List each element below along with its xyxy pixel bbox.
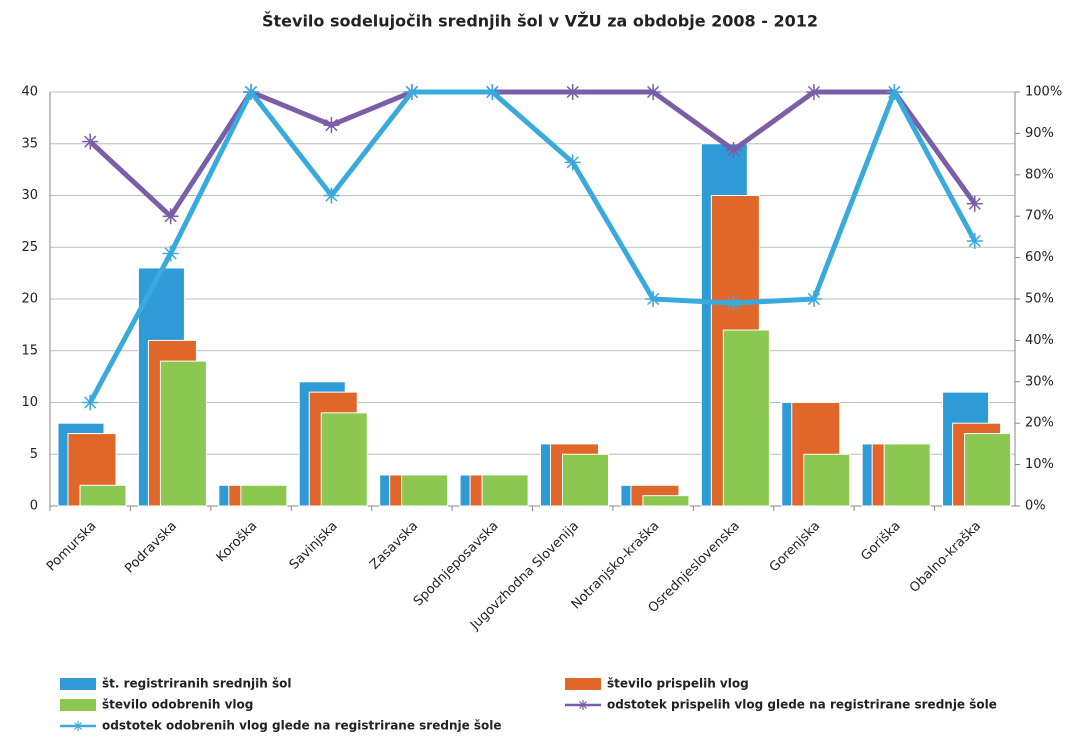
y-tick-label: 10	[21, 395, 38, 410]
line-marker	[725, 141, 742, 158]
y2-tick-label: 10%	[1025, 457, 1054, 472]
legend-swatch	[565, 678, 601, 690]
bar	[240, 484, 288, 507]
y2-tick-label: 70%	[1025, 209, 1054, 224]
x-tick-label: Zasavska	[367, 519, 421, 573]
y-tick-label: 15	[21, 343, 38, 358]
line-marker	[484, 84, 501, 100]
x-tick-label: Pomurska	[44, 519, 100, 575]
x-tick-label: Obalno-kraška	[907, 519, 984, 596]
x-tick-label: Spodnjeposavska	[411, 519, 502, 610]
line-marker	[725, 295, 742, 312]
y2-tick-label: 90%	[1025, 126, 1054, 141]
line-marker	[564, 84, 581, 100]
legend-label: odstotek prispelih vlog glede na registr…	[607, 698, 997, 712]
y-tick-label: 5	[30, 447, 38, 462]
x-tick-label: Gorenjska	[767, 519, 824, 576]
x-tick-label: Osrednjeslovenska	[646, 519, 743, 616]
y2-tick-label: 50%	[1025, 292, 1054, 307]
bar	[159, 360, 207, 507]
line-marker	[82, 133, 99, 150]
y-tick-label: 30	[21, 188, 38, 203]
line	[88, 89, 977, 219]
legend-label: število odobrenih vlog	[102, 698, 253, 712]
y2-tick-label: 20%	[1025, 416, 1054, 431]
line-marker	[966, 233, 983, 250]
legend-label: št. registriranih srednjih šol	[102, 677, 291, 691]
legend-marker	[578, 700, 588, 710]
line-marker	[564, 154, 581, 171]
legend-label: število prispelih vlog	[607, 677, 749, 691]
x-tick-label: Koroška	[214, 519, 261, 566]
legend-label: odstotek odobrenih vlog glede na registr…	[102, 719, 502, 733]
y-tick-label: 35	[21, 136, 38, 151]
y2-tick-label: 100%	[1025, 85, 1062, 100]
bar	[883, 443, 931, 507]
y2-tick-label: 0%	[1025, 499, 1046, 514]
line-marker	[162, 245, 179, 262]
y-tick-label: 25	[21, 240, 38, 255]
line-marker	[645, 291, 662, 307]
y-tick-label: 40	[21, 85, 38, 100]
x-tick-label: Savinjska	[287, 519, 341, 573]
line-marker	[323, 117, 340, 134]
line	[88, 89, 977, 404]
y2-tick-label: 30%	[1025, 374, 1054, 389]
line-marker	[886, 84, 903, 100]
chart-title: Število sodelujočih srednjih šol v VŽU z…	[262, 12, 818, 31]
line-marker	[805, 84, 822, 100]
y2-tick-label: 60%	[1025, 250, 1054, 265]
y-tick-label: 0	[30, 499, 38, 514]
line-marker	[243, 84, 260, 100]
x-tick-label: Notranjsko-kraška	[569, 519, 663, 613]
legend-marker	[73, 721, 83, 731]
bar	[964, 433, 1012, 507]
x-tick-label: Podravska	[122, 519, 180, 577]
bar	[79, 484, 127, 507]
line-marker	[82, 394, 99, 411]
line-marker	[403, 84, 420, 100]
y2-tick-label: 40%	[1025, 333, 1054, 348]
line-marker	[805, 291, 822, 307]
legend-swatch	[60, 699, 96, 711]
line-marker	[645, 84, 662, 100]
y2-tick-label: 80%	[1025, 167, 1054, 182]
line-marker	[323, 187, 340, 204]
y-tick-label: 20	[21, 292, 38, 307]
bar	[562, 453, 609, 507]
line-marker	[966, 195, 983, 212]
bar	[803, 453, 851, 507]
bar	[722, 329, 770, 507]
legend-swatch	[60, 678, 96, 690]
line-marker	[162, 208, 179, 225]
bar	[320, 412, 368, 507]
bar	[401, 474, 449, 507]
x-tick-label: Goriška	[858, 519, 903, 564]
bar	[481, 474, 529, 507]
bar	[642, 495, 690, 507]
